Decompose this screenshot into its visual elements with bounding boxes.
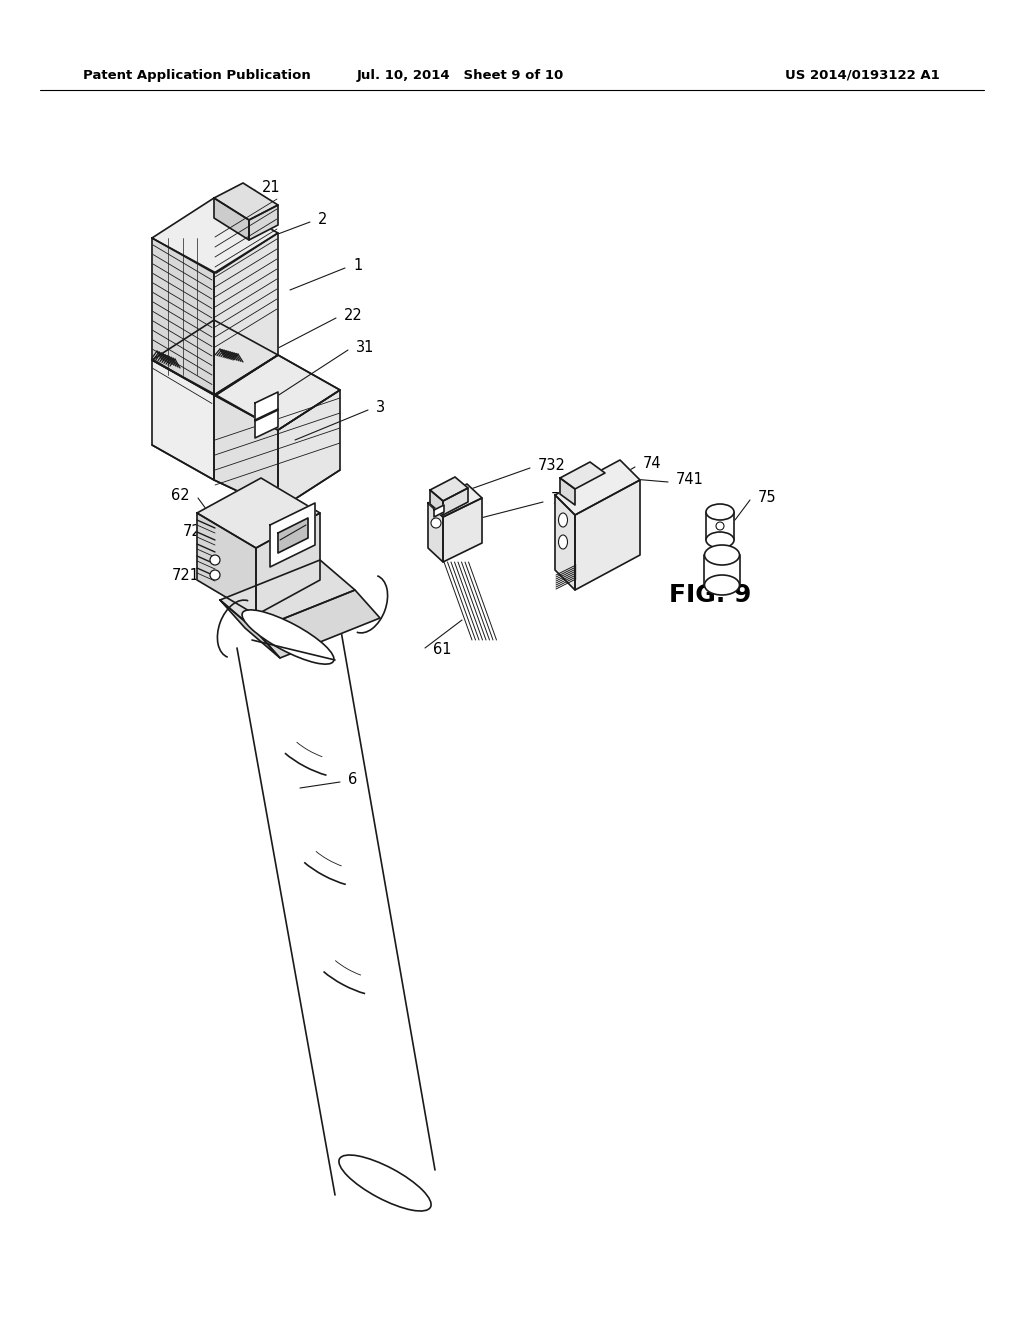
Polygon shape (216, 355, 340, 430)
Polygon shape (197, 513, 256, 615)
Polygon shape (443, 498, 482, 562)
Text: Patent Application Publication: Patent Application Publication (83, 69, 310, 82)
Circle shape (210, 570, 220, 579)
Text: 22: 22 (344, 308, 362, 322)
Text: 732: 732 (538, 458, 566, 473)
Ellipse shape (242, 610, 334, 664)
Text: 73: 73 (551, 491, 569, 507)
Ellipse shape (339, 1155, 431, 1210)
Polygon shape (430, 477, 468, 502)
Text: 31: 31 (356, 339, 375, 355)
Polygon shape (255, 590, 380, 657)
Text: 6: 6 (348, 772, 357, 788)
Text: 2: 2 (318, 213, 328, 227)
Text: 75: 75 (758, 490, 776, 504)
Text: FIG. 9: FIG. 9 (669, 583, 752, 607)
Polygon shape (430, 490, 443, 515)
Text: 61: 61 (433, 643, 452, 657)
Text: US 2014/0193122 A1: US 2014/0193122 A1 (785, 69, 940, 82)
Polygon shape (560, 462, 605, 488)
Circle shape (431, 517, 441, 528)
Text: 42: 42 (239, 606, 257, 622)
Polygon shape (270, 503, 315, 568)
Polygon shape (214, 183, 278, 220)
Text: 62: 62 (171, 487, 190, 503)
Polygon shape (278, 389, 340, 510)
Ellipse shape (705, 545, 739, 565)
Polygon shape (434, 506, 444, 517)
Polygon shape (220, 560, 355, 630)
Polygon shape (575, 480, 640, 590)
Circle shape (210, 554, 220, 565)
Polygon shape (443, 488, 468, 515)
Polygon shape (278, 517, 308, 553)
Polygon shape (428, 503, 443, 562)
Polygon shape (197, 478, 319, 548)
Polygon shape (255, 409, 278, 438)
Text: 1: 1 (353, 259, 362, 273)
Polygon shape (220, 601, 280, 657)
Ellipse shape (558, 535, 567, 549)
Polygon shape (152, 198, 278, 273)
Ellipse shape (705, 576, 739, 595)
Polygon shape (560, 478, 575, 506)
Polygon shape (555, 495, 575, 590)
Polygon shape (214, 395, 278, 510)
Text: 21: 21 (262, 180, 281, 194)
Ellipse shape (706, 504, 734, 520)
Polygon shape (152, 319, 278, 395)
Polygon shape (428, 484, 482, 517)
Circle shape (716, 521, 724, 531)
Polygon shape (555, 459, 640, 515)
Polygon shape (214, 198, 249, 240)
Text: 74: 74 (643, 457, 662, 471)
Text: 741: 741 (676, 471, 703, 487)
Polygon shape (152, 238, 214, 395)
Polygon shape (256, 513, 319, 615)
Ellipse shape (706, 532, 734, 548)
Polygon shape (214, 355, 340, 430)
Ellipse shape (558, 513, 567, 527)
Text: 72: 72 (183, 524, 202, 540)
Polygon shape (214, 234, 278, 395)
Text: 3: 3 (376, 400, 385, 414)
Polygon shape (249, 205, 278, 240)
Polygon shape (152, 360, 214, 480)
Text: Jul. 10, 2014   Sheet 9 of 10: Jul. 10, 2014 Sheet 9 of 10 (356, 69, 563, 82)
Text: 721: 721 (172, 568, 200, 582)
Polygon shape (255, 392, 278, 421)
